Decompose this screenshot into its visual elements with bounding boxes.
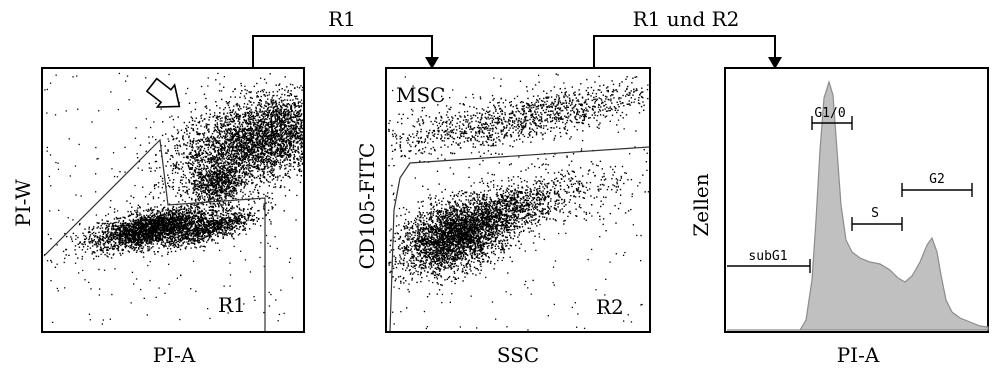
- gating-arrow-r1: [252, 35, 776, 68]
- arrow-label-r1: R1: [328, 7, 356, 31]
- gate-label-r1: R1: [218, 293, 246, 317]
- hollow-arrow-icon: [145, 77, 181, 108]
- dna-histogram: [727, 79, 989, 331]
- phase-label-g2: G2: [929, 172, 945, 187]
- arrow-label-r1-r2: R1 und R2: [633, 7, 740, 31]
- gate-label-r2: R2: [596, 295, 624, 319]
- arrowhead-icon: [768, 57, 782, 69]
- panel-left-dots: [44, 72, 304, 325]
- y-axis-label-middle: CD105-FITC: [355, 143, 379, 270]
- y-axis-label-right: Zellen: [689, 173, 713, 236]
- x-axis-label-middle: SSC: [497, 343, 539, 367]
- y-axis-label-left: PI-W: [11, 179, 35, 227]
- panel-right: G1/0 S G2 subG1 Zellen PI-A: [689, 67, 989, 367]
- gate-r2: [389, 146, 650, 332]
- phase-label-subg1: subG1: [748, 249, 787, 264]
- phase-label-s: S: [871, 206, 879, 221]
- arrowhead-icon: [425, 57, 439, 69]
- population-label-msc: MSC: [396, 83, 445, 107]
- x-axis-label-left: PI-A: [153, 343, 196, 367]
- x-axis-label-right: PI-A: [837, 343, 880, 367]
- phase-markers: [727, 116, 973, 273]
- gate-r1: [43, 138, 266, 331]
- panel-middle: MSC R2 CD105-FITC SSC: [355, 67, 651, 367]
- panel-left: R1 PI-W PI-A: [11, 67, 305, 367]
- phase-label-g1: G1/0: [814, 106, 845, 121]
- panel-middle-dots: [388, 73, 650, 331]
